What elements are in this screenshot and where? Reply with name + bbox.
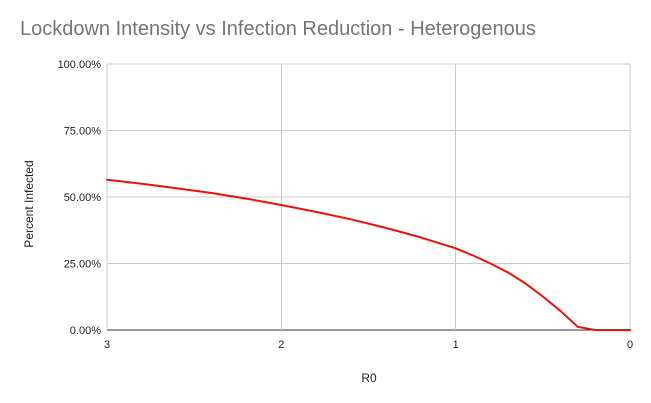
- x-tick-label: 1: [453, 339, 459, 351]
- chart-title: Lockdown Intensity vs Infection Reductio…: [20, 18, 536, 40]
- y-tick-label: 25.00%: [64, 259, 102, 271]
- y-axis-title: Percent Infected: [22, 160, 36, 247]
- x-tick-label: 0: [627, 339, 633, 351]
- x-axis-title: R0: [361, 371, 377, 385]
- y-tick-label: 75.00%: [64, 126, 102, 138]
- series-layer: [106, 178, 631, 331]
- y-tick-label: 50.00%: [64, 192, 102, 204]
- series-line: [106, 178, 631, 331]
- x-tick-label: 2: [278, 339, 284, 351]
- tick-labels: 0.00% 25.00% 50.00% 75.00% 100.00% 3 2 1 0: [58, 59, 634, 351]
- y-tick-label: 0.00%: [70, 325, 101, 337]
- y-tick-label: 100.00%: [58, 59, 102, 71]
- x-tick-label: 3: [104, 339, 110, 351]
- gridlines: [106, 63, 631, 331]
